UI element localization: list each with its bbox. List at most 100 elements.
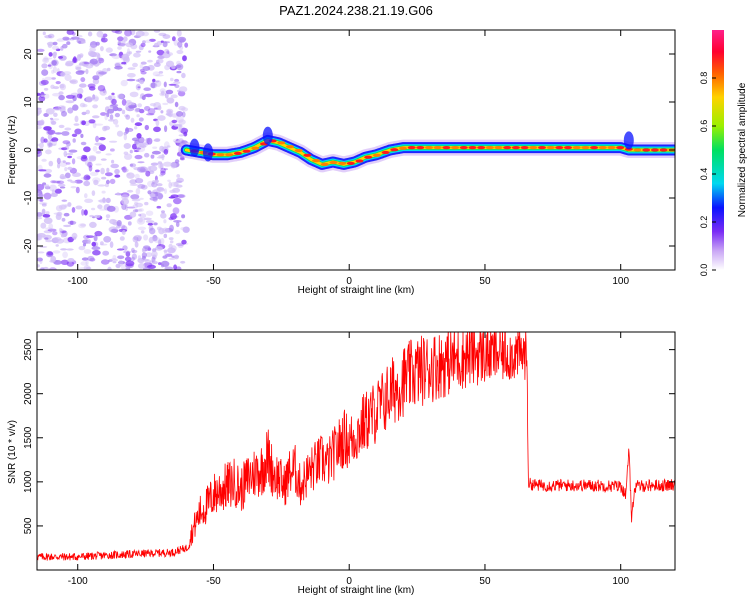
noise-speckle	[107, 105, 114, 110]
noise-speckle	[110, 104, 119, 107]
noise-speckle	[116, 192, 120, 196]
noise-speckle	[139, 79, 145, 85]
noise-speckle	[145, 138, 150, 143]
noise-speckle	[40, 267, 45, 270]
noise-speckle	[55, 205, 63, 212]
noise-speckle	[167, 52, 173, 56]
noise-speckle	[172, 36, 176, 42]
noise-speckle	[163, 161, 172, 167]
noise-speckle	[78, 70, 86, 73]
noise-speckle	[133, 234, 143, 241]
noise-speckle	[41, 203, 47, 207]
noise-speckle	[83, 146, 91, 153]
ridge-peak	[329, 160, 338, 165]
noise-speckle	[154, 138, 161, 142]
snr-x-tick-label: 0	[346, 576, 352, 587]
noise-speckle	[58, 56, 63, 59]
noise-speckle	[72, 104, 79, 111]
noise-speckle	[179, 157, 185, 161]
noise-speckle	[98, 57, 105, 64]
noise-speckle	[115, 124, 119, 128]
noise-speckle	[148, 50, 152, 53]
noise-speckle	[38, 169, 47, 172]
spectrogram-x-axis-label: Height of straight line (km)	[298, 285, 415, 296]
noise-speckle	[78, 223, 86, 229]
noise-speckle	[92, 94, 96, 100]
noise-speckle	[118, 93, 126, 100]
noise-speckle	[125, 104, 129, 110]
noise-speckle	[157, 161, 163, 165]
noise-speckle	[100, 37, 108, 43]
noise-speckle	[60, 259, 69, 265]
noise-speckle	[85, 96, 93, 103]
noise-speckle	[157, 58, 164, 64]
noise-speckle	[165, 89, 174, 95]
spectrogram-y-tick-label: -20	[23, 238, 34, 253]
noise-speckle	[117, 255, 125, 259]
noise-speckle	[143, 217, 152, 221]
noise-speckle	[75, 186, 80, 194]
noise-speckle	[163, 168, 168, 171]
noise-speckle	[159, 88, 166, 93]
noise-speckle	[175, 221, 180, 228]
noise-speckle	[139, 197, 144, 200]
noise-speckle	[174, 101, 179, 108]
noise-speckle	[139, 143, 144, 148]
noise-speckle	[177, 243, 184, 248]
noise-speckle	[69, 220, 74, 225]
noise-speckle	[163, 148, 169, 155]
noise-speckle	[43, 192, 52, 200]
noise-speckle	[65, 100, 75, 104]
noise-speckle	[45, 108, 55, 115]
noise-speckle	[71, 133, 78, 137]
noise-speckle	[120, 79, 128, 87]
noise-speckle	[137, 166, 146, 173]
noise-speckle	[89, 214, 94, 218]
noise-speckle	[145, 252, 153, 258]
noise-speckle	[75, 34, 83, 38]
noise-speckle	[59, 176, 67, 180]
spectrogram-y-tick-label: 0	[23, 147, 34, 153]
noise-speckle	[107, 108, 115, 114]
noise-speckle	[37, 92, 41, 97]
noise-speckle	[123, 133, 128, 141]
noise-speckle	[101, 176, 107, 180]
noise-speckle	[83, 265, 91, 270]
noise-speckle	[61, 199, 68, 202]
noise-speckle	[146, 113, 155, 116]
noise-speckle	[163, 249, 168, 253]
noise-speckle	[165, 113, 171, 116]
ridge-peak	[511, 146, 520, 150]
noise-speckle	[173, 81, 181, 84]
ridge-peak	[225, 153, 234, 157]
noise-speckle	[93, 52, 100, 58]
noise-speckle	[37, 216, 43, 220]
noise-speckle	[152, 71, 161, 77]
noise-speckle	[162, 255, 168, 259]
noise-speckle	[120, 54, 129, 61]
noise-speckle	[168, 257, 176, 260]
noise-speckle	[176, 70, 182, 74]
noise-speckle	[100, 167, 105, 175]
noise-speckle	[129, 149, 133, 154]
noise-speckle	[106, 112, 110, 118]
noise-speckle	[97, 184, 106, 187]
noise-speckle	[126, 172, 131, 176]
noise-speckle	[60, 234, 65, 238]
noise-speckle	[176, 49, 184, 55]
noise-speckle	[137, 184, 146, 189]
noise-speckle	[38, 192, 44, 198]
noise-speckle	[172, 207, 180, 215]
noise-speckle	[89, 171, 99, 176]
noise-speckle	[141, 95, 146, 101]
noise-speckle	[140, 230, 145, 234]
ridge-peak	[320, 162, 329, 166]
noise-speckle	[159, 174, 164, 177]
colorbar-label: Normalized spectral amplitude	[737, 82, 748, 217]
noise-speckle	[91, 190, 96, 197]
noise-speckle	[160, 238, 165, 245]
noise-speckle	[111, 92, 115, 96]
noise-speckle	[124, 256, 132, 262]
noise-speckle	[149, 82, 158, 89]
noise-speckle	[114, 174, 121, 178]
